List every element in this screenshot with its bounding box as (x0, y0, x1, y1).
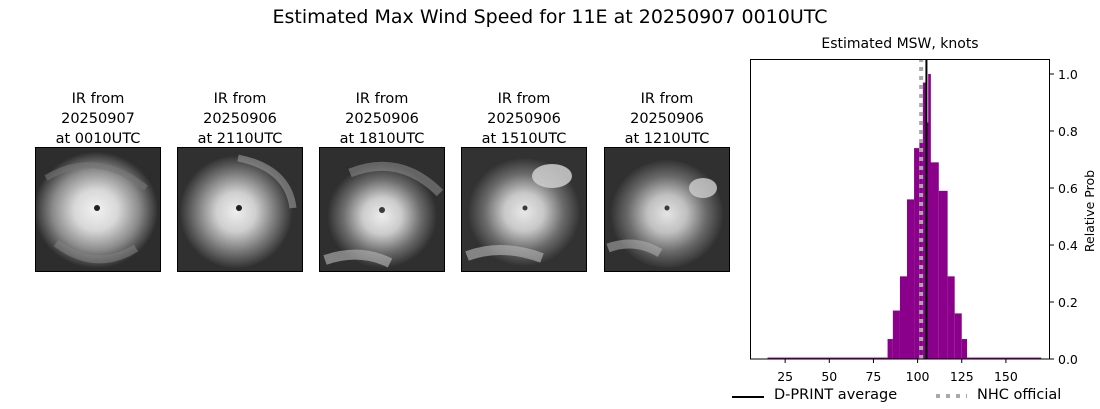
y-axis-label: Relative Prob (1082, 170, 1097, 252)
histogram-bar (928, 74, 931, 359)
chart-title: Estimated MSW, knots (821, 36, 979, 52)
x-tick-label: 75 (865, 369, 881, 384)
histogram-bar (961, 339, 968, 359)
hurricane-eye-icon (379, 207, 385, 213)
histogram-bar (914, 148, 920, 359)
ir-panel-1: IR from 20250907 at 0010UTC (35, 89, 161, 272)
y-tick-label: 0.4 (1058, 238, 1078, 253)
ir-satellite-image (461, 147, 587, 272)
y-axis-ticks: 0.0 0.2 0.4 0.6 0.8 1.0 (1050, 67, 1078, 367)
histogram-bar (767, 357, 888, 360)
ir-satellite-image (319, 147, 445, 272)
x-axis-ticks: 25 50 75 100 125 150 (777, 359, 1018, 384)
hurricane-eye-icon (664, 205, 670, 211)
hurricane-eye-icon (236, 205, 242, 211)
y-tick-label: 0.0 (1058, 352, 1078, 367)
ir-panel-title: IR from 20250907 at 0010UTC (55, 91, 141, 147)
histogram-bar (907, 199, 915, 359)
x-tick-label: 100 (906, 369, 930, 384)
y-tick-label: 0.6 (1058, 181, 1078, 196)
x-tick-label: 50 (821, 369, 837, 384)
legend-label: D-PRINT average (774, 387, 898, 403)
ir-panel-title: IR from 20250906 at 2110UTC (197, 91, 283, 147)
histogram-bar (892, 310, 900, 359)
ir-satellite-image (177, 147, 303, 272)
histogram-bar (887, 339, 893, 359)
histogram-bar (938, 190, 948, 359)
ir-panel-4: IR from 20250906 at 1510UTC (461, 89, 587, 272)
y-tick-label: 1.0 (1058, 67, 1078, 82)
histogram-bar (925, 122, 930, 359)
x-tick-label: 150 (994, 369, 1018, 384)
histogram-bar (929, 162, 939, 359)
y-tick-label: 0.2 (1058, 295, 1078, 310)
solid-line-icon (732, 396, 764, 398)
plot-frame (750, 59, 1050, 360)
histogram-bar (967, 357, 1042, 360)
legend-label: NHC official (977, 387, 1062, 403)
y-tick-label: 0.8 (1058, 124, 1078, 139)
histogram-bars (767, 74, 1042, 360)
ir-satellite-image (604, 147, 730, 272)
hurricane-eye-icon (94, 205, 100, 211)
x-tick-label: 125 (950, 369, 974, 384)
histogram-bar (947, 276, 955, 359)
ir-panel-title: IR from 20250906 at 1210UTC (624, 91, 710, 147)
dotted-line-icon (936, 394, 967, 398)
histogram-bar (954, 313, 962, 359)
x-tick-label: 25 (777, 369, 793, 384)
histogram-bar (922, 82, 926, 360)
ir-panel-3: IR from 20250906 at 1810UTC (319, 89, 445, 272)
ir-satellite-image (35, 147, 161, 272)
ir-panel-2: IR from 20250906 at 2110UTC (177, 89, 303, 272)
histogram-bar (899, 276, 908, 359)
figure-title: Estimated Max Wind Speed for 11E at 2025… (272, 6, 828, 28)
ir-panel-title: IR from 20250906 at 1810UTC (339, 91, 425, 147)
ir-panel-title: IR from 20250906 at 1510UTC (481, 91, 567, 147)
hurricane-eye-icon (522, 205, 528, 211)
ir-panel-5: IR from 20250906 at 1210UTC (604, 89, 730, 272)
